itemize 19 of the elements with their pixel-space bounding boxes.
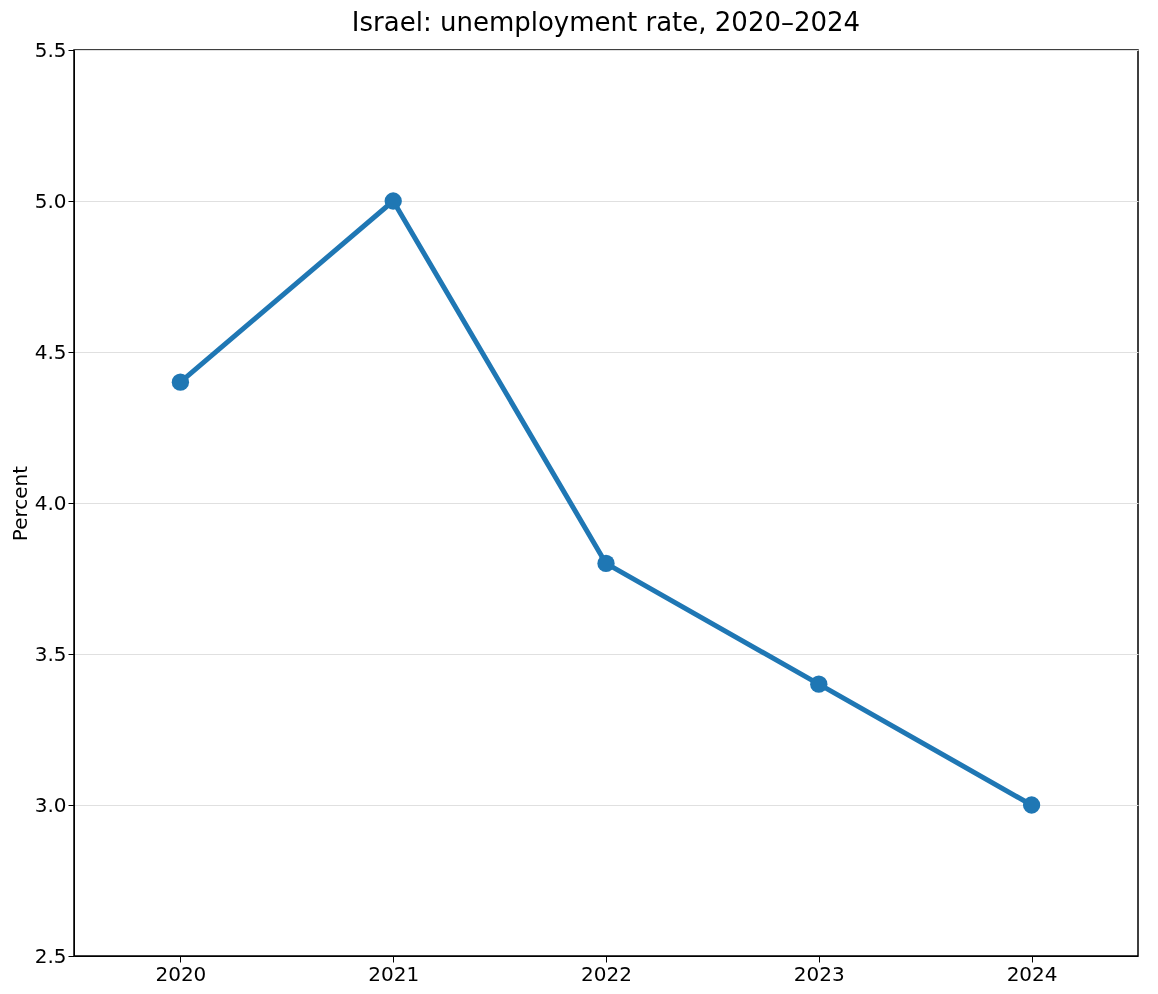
y-tick-label: 5.5 (34, 37, 67, 62)
point (1022, 796, 1041, 814)
x-tick-label: 2023 (793, 961, 845, 986)
point (597, 554, 615, 573)
y-axis-title: Percent (7, 465, 32, 542)
y-tick-label: 4.5 (34, 339, 67, 364)
x-tick-label: 2024 (1006, 961, 1058, 986)
point (384, 192, 402, 210)
y-tick-label: 2.5 (34, 943, 67, 968)
y-tick-label: 5.0 (34, 188, 67, 213)
y-tick-label: 3.5 (34, 641, 67, 666)
x-tick-label: 2020 (155, 961, 207, 986)
x-tick-label: 2021 (368, 961, 420, 986)
y-tick-label: 4.0 (34, 490, 67, 515)
chart-title: Israel: unemployment rate, 2020–2024 (351, 7, 861, 37)
x-tick-label: 2022 (581, 961, 632, 986)
y-tick-label: 3.0 (34, 792, 67, 817)
point (810, 675, 828, 693)
point (171, 373, 190, 391)
